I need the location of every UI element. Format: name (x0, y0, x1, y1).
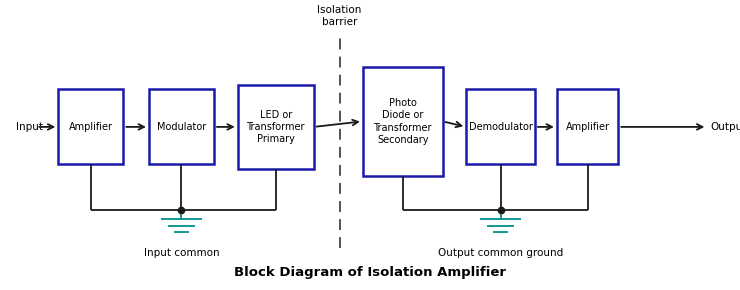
Text: Photo
Diode or
Transformer
Secondary: Photo Diode or Transformer Secondary (374, 98, 432, 145)
Text: Input common: Input common (144, 248, 219, 258)
Bar (556, 89, 619, 164)
Text: Input: Input (16, 122, 43, 132)
Bar (238, 85, 314, 169)
Text: Amplifier: Amplifier (69, 122, 112, 132)
Bar (149, 89, 214, 164)
Bar (466, 89, 535, 164)
Bar (58, 89, 124, 164)
Bar (363, 67, 443, 176)
Text: Output: Output (711, 122, 740, 132)
Text: Demodulator: Demodulator (468, 122, 533, 132)
Text: LED or
Transformer
Primary: LED or Transformer Primary (246, 110, 305, 144)
Text: Block Diagram of Isolation Amplifier: Block Diagram of Isolation Amplifier (234, 266, 506, 279)
Text: Isolation
barrier: Isolation barrier (317, 5, 362, 27)
Text: Modulator: Modulator (157, 122, 206, 132)
Text: Output common ground: Output common ground (438, 248, 563, 258)
Text: Amplifier: Amplifier (565, 122, 610, 132)
